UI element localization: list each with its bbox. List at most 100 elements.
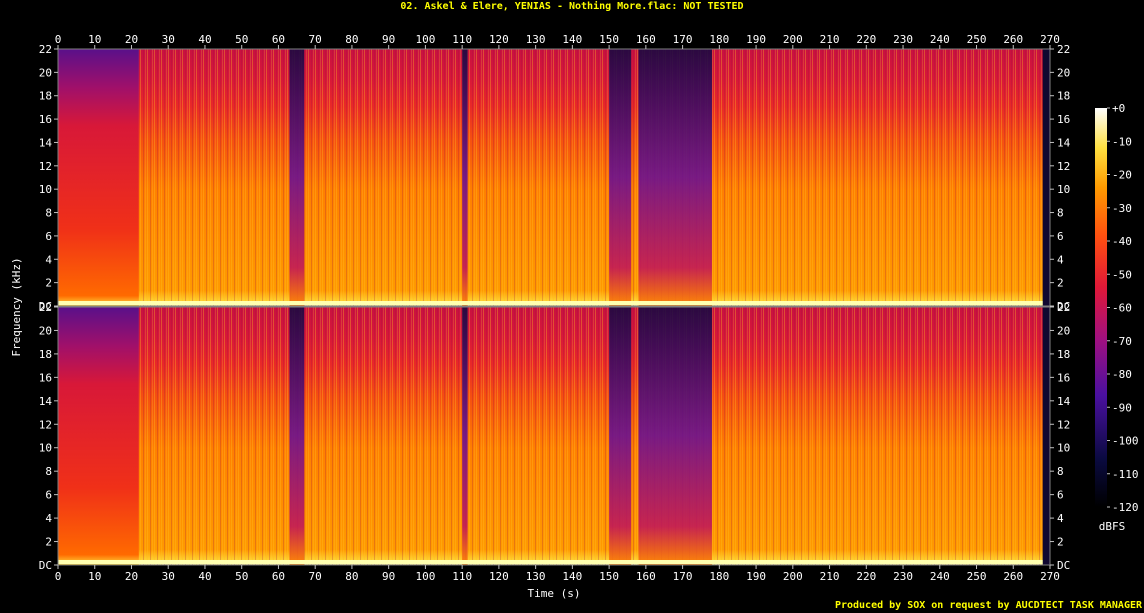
colorbar-tick-label: -100: [1112, 435, 1139, 448]
x-tick-label: 30: [162, 33, 175, 46]
quiet-region: [289, 49, 305, 306]
y-tick-label: 12: [39, 160, 52, 173]
x-tick-label: 0: [55, 570, 62, 583]
x-tick-label: 20: [125, 33, 138, 46]
colorbar-tick-label: -70: [1112, 335, 1132, 348]
quiet-region: [462, 49, 468, 306]
intro-region: [58, 49, 139, 306]
y-tick-label: 2: [45, 536, 52, 549]
y-tick-label: 10: [39, 183, 52, 196]
footer-credit: Produced by SOX on request by AUCDTECT T…: [834, 600, 1142, 611]
colorbar-tick-label: -40: [1112, 235, 1132, 248]
y-tick-label: 12: [1057, 160, 1070, 173]
x-tick-label: 150: [599, 33, 619, 46]
y-tick-label: 14: [39, 136, 53, 149]
y-tick-label: 8: [45, 207, 52, 220]
x-tick-label: 210: [820, 33, 840, 46]
x-tick-label: 70: [309, 570, 322, 583]
y-tick-label: 6: [1057, 489, 1064, 502]
x-tick-label: 10: [88, 570, 101, 583]
y-tick-label: 18: [39, 90, 52, 103]
x-tick-label: 40: [198, 33, 211, 46]
quiet-region: [289, 307, 305, 565]
colorbar-tick-label: -120: [1112, 501, 1139, 514]
x-tick-label: 80: [345, 570, 358, 583]
y-tick-label: 14: [1057, 136, 1071, 149]
x-tick-label: 190: [746, 570, 766, 583]
y-tick-label: 18: [39, 348, 52, 361]
x-tick-label: 260: [1003, 33, 1023, 46]
y-tick-label: 10: [1057, 183, 1070, 196]
y-tick-label: 20: [1057, 66, 1070, 79]
y-tick-label: 22: [39, 43, 52, 56]
x-tick-label: 150: [599, 570, 619, 583]
x-tick-label: 170: [673, 33, 693, 46]
x-tick-label: 0: [55, 33, 62, 46]
y-tick-label: 22: [39, 301, 52, 314]
colorbar-tick-label: -20: [1112, 169, 1132, 182]
x-axis-label: Time (s): [528, 587, 581, 600]
x-tick-label: 200: [783, 33, 803, 46]
y-tick-label: 16: [39, 113, 52, 126]
colorbar-gradient: [1095, 108, 1107, 507]
x-tick-label: 270: [1040, 570, 1060, 583]
y-tick-label: 12: [39, 418, 52, 431]
channel-panel-2: [57, 306, 1051, 566]
x-tick-label: 100: [415, 33, 435, 46]
y-tick-label: 2: [1057, 277, 1064, 290]
x-tick-label: 70: [309, 33, 322, 46]
y-tick-label: 16: [1057, 113, 1070, 126]
panel-frame: [57, 306, 1051, 566]
y-tick-label: 4: [45, 253, 52, 266]
x-tick-label: 230: [893, 33, 913, 46]
colorbar-tick-label: -110: [1112, 468, 1139, 481]
x-tick-label: 250: [967, 33, 987, 46]
chart-title: 02. Askel & Elere, YENIAS - Nothing More…: [400, 1, 744, 12]
x-tick-label: 210: [820, 570, 840, 583]
y-tick-label: 6: [1057, 230, 1064, 243]
x-tick-label: 140: [562, 33, 582, 46]
x-tick-label: 160: [636, 570, 656, 583]
x-tick-label: 40: [198, 570, 211, 583]
quiet-region: [609, 49, 632, 306]
y-tick-label: 22: [1057, 43, 1070, 56]
x-tick-label: 270: [1040, 33, 1060, 46]
panel-frame: [57, 48, 1051, 307]
y-tick-label: 8: [1057, 465, 1064, 478]
x-tick-label: 200: [783, 570, 803, 583]
colorbar-label: dBFS: [1099, 520, 1126, 533]
y-tick-label: 10: [39, 442, 52, 455]
quiet-region: [638, 49, 712, 306]
y-tick-label: 18: [1057, 90, 1070, 103]
x-tick-label: 230: [893, 570, 913, 583]
x-tick-label: 130: [526, 33, 546, 46]
x-tick-label: 170: [673, 570, 693, 583]
x-tick-label: 130: [526, 570, 546, 583]
colorbar-tick-label: +0: [1112, 102, 1125, 115]
x-tick-label: 10: [88, 33, 101, 46]
y-tick-label: 2: [1057, 536, 1064, 549]
x-tick-label: 110: [452, 570, 472, 583]
channel-panel-1: [57, 48, 1051, 307]
track-end-region: [1042, 49, 1050, 306]
y-tick-label: 4: [1057, 512, 1064, 525]
x-tick-label: 30: [162, 570, 175, 583]
y-tick-label: DC: [39, 300, 52, 313]
x-tick-label: 100: [415, 570, 435, 583]
y-tick-label: 4: [45, 512, 52, 525]
quiet-region: [462, 307, 468, 565]
y-tick-label: 6: [45, 489, 52, 502]
x-tick-label: 140: [562, 570, 582, 583]
y-tick-label: 8: [1057, 207, 1064, 220]
x-tick-label: 120: [489, 570, 509, 583]
x-tick-label: 90: [382, 570, 395, 583]
y-tick-label: DC: [1057, 300, 1070, 313]
y-tick-label: 4: [1057, 253, 1064, 266]
y-tick-label: 20: [1057, 324, 1070, 337]
colorbar-tick-label: -10: [1112, 135, 1132, 148]
y-tick-label: DC: [39, 559, 52, 572]
x-tick-label: 60: [272, 570, 285, 583]
x-tick-label: 240: [930, 570, 950, 583]
transient-stripes: [58, 49, 1050, 306]
y-tick-label: 16: [39, 371, 52, 384]
